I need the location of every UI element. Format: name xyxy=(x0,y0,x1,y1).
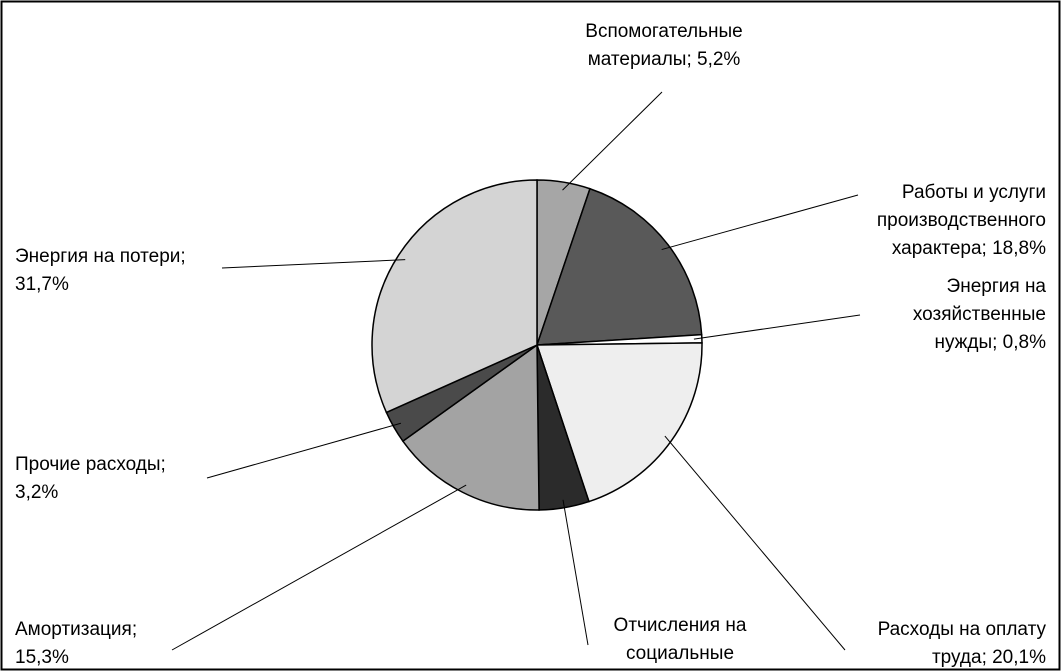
slice-label-line: Вспомогательные xyxy=(585,21,742,42)
leader-lines xyxy=(171,91,861,651)
pie-slice-4 xyxy=(535,342,703,503)
slice-labels: Вспомогательные материалы; 5,2% Работы и у… xyxy=(15,21,1047,671)
slice-label-line: Энергия на xyxy=(947,276,1047,297)
pie-slice-6 xyxy=(401,343,540,511)
leader-line-5 xyxy=(562,499,589,646)
slice-label-line: производственного xyxy=(877,210,1046,231)
slice-label-line: характера; 18,8% xyxy=(892,238,1046,259)
slice-label-line: Отчисления на xyxy=(614,615,747,636)
slice-label-line: Расходы на оплату xyxy=(878,619,1047,640)
slice-label-2: Работы и услуги производственного характер… xyxy=(877,182,1046,259)
slice-label-6: Амортизация; 15,3% xyxy=(15,619,137,668)
slice-label-line: 3,2% xyxy=(15,482,58,503)
leader-line-7 xyxy=(206,422,402,479)
leader-line-3 xyxy=(693,314,861,340)
leader-line-6 xyxy=(171,484,467,651)
slice-label-line: 31,7% xyxy=(15,274,69,295)
slice-label-line: материалы; 5,2% xyxy=(588,49,741,70)
leader-line-8 xyxy=(221,259,406,269)
slice-label-line: Энергия на потери; xyxy=(15,246,186,267)
slice-label-7: Прочие расходы; 3,2% xyxy=(15,454,166,503)
pie-slice-8 xyxy=(371,179,538,414)
slice-label-line: Работы и услуги xyxy=(902,182,1046,203)
slice-label-line: Амортизация; xyxy=(15,619,137,640)
leader-line-4 xyxy=(664,435,846,651)
slice-label-3: Энергия на хозяйственные нужды; 0,8% xyxy=(913,276,1047,353)
slice-label-4: Расходы на оплату труда; 20,1% xyxy=(878,619,1047,668)
slice-label-line: социальные xyxy=(626,643,734,664)
slice-label-line: хозяйственные xyxy=(913,304,1046,325)
slice-label-line: нужды; 0,8% xyxy=(934,332,1046,353)
slice-label-8: Энергия на потери; 31,7% xyxy=(15,246,186,295)
slice-label-line: Прочие расходы; xyxy=(15,454,166,475)
leader-line-2 xyxy=(661,194,859,251)
slice-label-line: труда; 20,1% xyxy=(932,647,1046,668)
slice-label-5: Отчисления насоциальныенужды; 4,9% xyxy=(614,615,747,671)
slice-label-1: Вспомогательные материалы; 5,2% xyxy=(585,21,742,70)
slice-label-line: 15,3% xyxy=(15,647,69,668)
leader-line-1 xyxy=(562,91,663,191)
pie-slices xyxy=(371,179,703,511)
pie-slice-2 xyxy=(535,187,703,346)
